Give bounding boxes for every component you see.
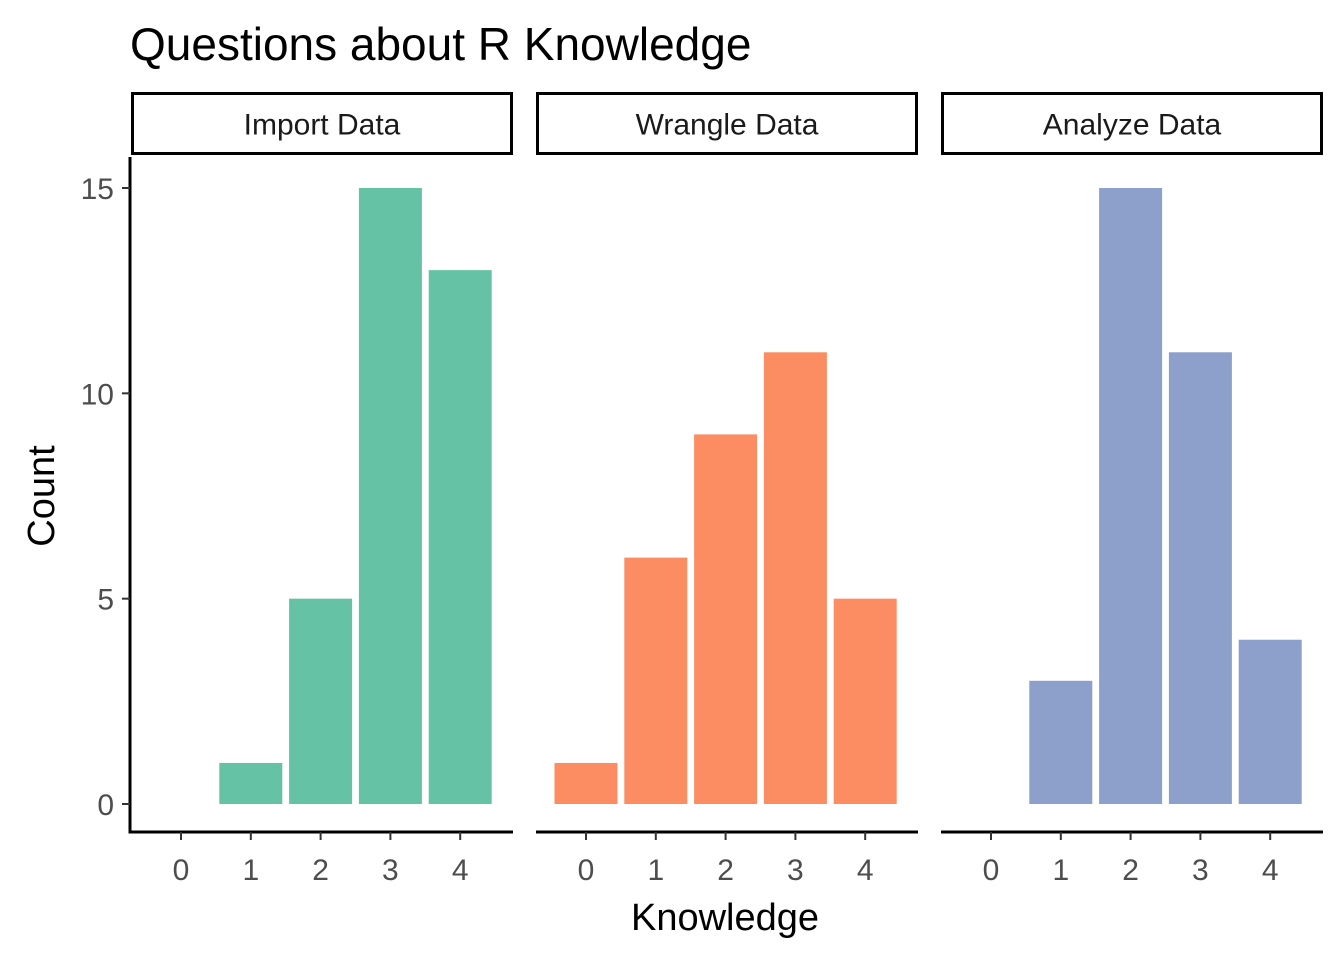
bar <box>624 557 688 804</box>
x-tick-label: 2 <box>312 854 329 887</box>
bar <box>694 434 758 804</box>
x-tick-label: 3 <box>1192 854 1209 887</box>
x-tick-label: 2 <box>1122 854 1139 887</box>
y-tick-label: 0 <box>97 789 114 822</box>
facet-strip <box>131 92 513 155</box>
x-tick-label: 2 <box>717 854 734 887</box>
x-axis-title: Knowledge <box>631 897 819 939</box>
facet-strip-label: Analyze Data <box>1043 109 1222 142</box>
y-tick-label: 15 <box>81 173 114 206</box>
facet-panel: Import Data 0 1 2 3 4 <box>131 92 513 887</box>
y-axis: 0 5 10 15 <box>81 157 132 834</box>
bar <box>763 352 827 804</box>
bar <box>1168 352 1232 804</box>
bar <box>358 188 422 804</box>
bar <box>1238 639 1302 804</box>
x-tick-label: 1 <box>647 854 664 887</box>
facet-strip-label: Import Data <box>244 109 401 142</box>
x-tick-label: 4 <box>857 854 874 887</box>
x-tick-label: 4 <box>1262 854 1279 887</box>
x-tick-label: 3 <box>382 854 399 887</box>
bar <box>554 762 618 804</box>
y-tick-label: 10 <box>81 378 114 411</box>
bar <box>219 762 283 804</box>
facet-strip <box>536 92 918 155</box>
y-tick-label: 5 <box>97 584 114 617</box>
x-tick-label: 0 <box>983 854 1000 887</box>
facet-panel: Wrangle Data 0 1 2 3 4 <box>536 92 918 887</box>
bar <box>1099 188 1163 804</box>
bar <box>289 598 353 804</box>
x-tick-label: 1 <box>1052 854 1069 887</box>
x-tick-label: 0 <box>578 854 595 887</box>
facet-strip-label: Wrangle Data <box>636 109 819 142</box>
x-tick-label: 3 <box>787 854 804 887</box>
chart-title: Questions about R Knowledge <box>130 18 751 70</box>
bar <box>1029 680 1093 804</box>
facet-strip <box>941 92 1323 155</box>
x-tick-label: 4 <box>452 854 469 887</box>
x-tick-label: 1 <box>242 854 259 887</box>
bar <box>833 598 897 804</box>
bar <box>428 270 492 805</box>
y-axis-title: Count <box>21 445 63 547</box>
facet-panel: Analyze Data 0 1 2 3 4 <box>941 92 1323 887</box>
x-tick-label: 0 <box>173 854 190 887</box>
